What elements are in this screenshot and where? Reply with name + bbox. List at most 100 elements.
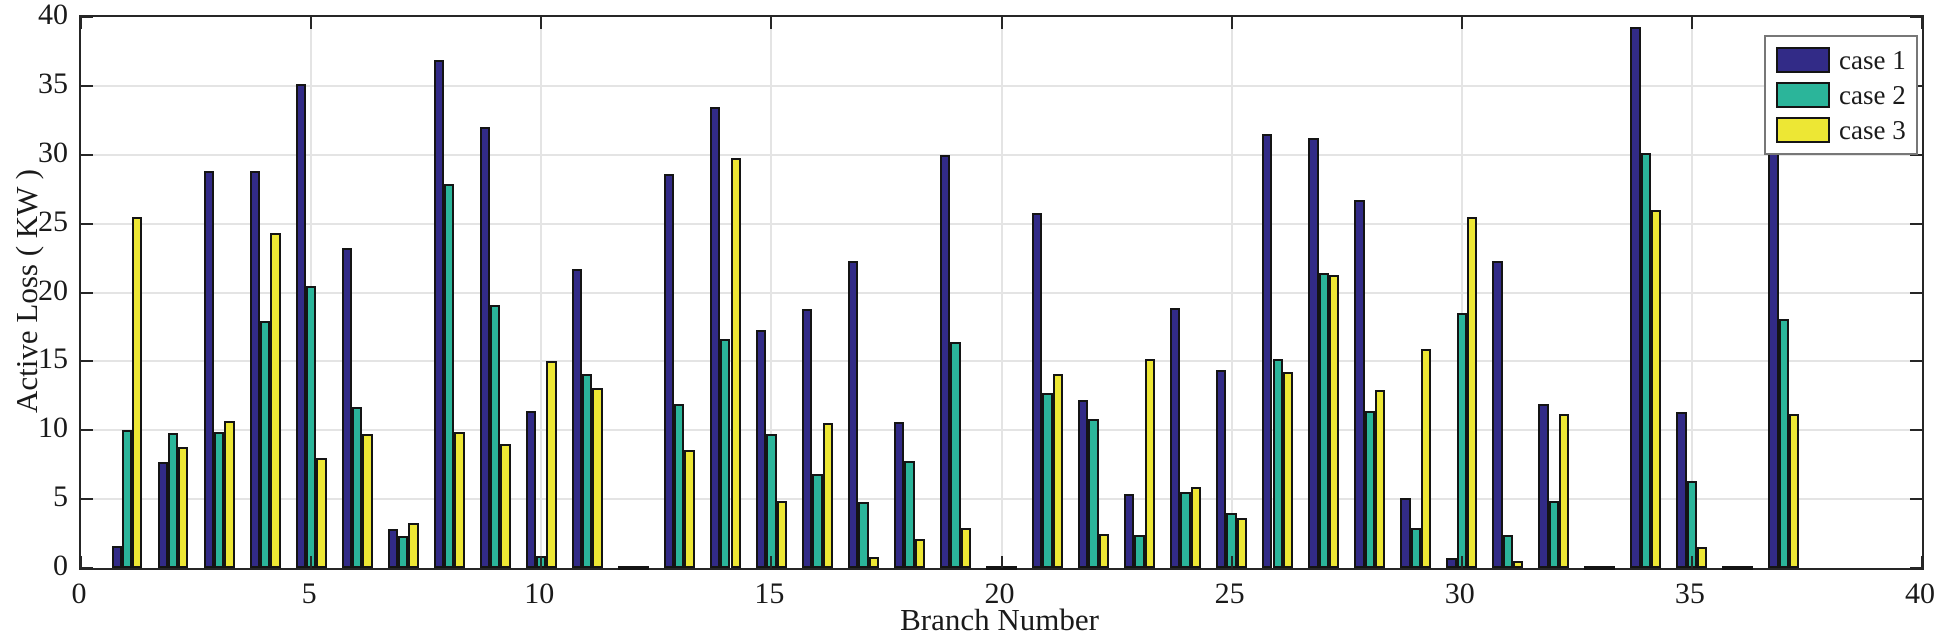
bar-branch25-case3 [1236, 518, 1248, 568]
x-tick [1230, 556, 1233, 568]
bar-branch32-case1 [1538, 404, 1549, 568]
x-tick-label: 15 [754, 577, 785, 610]
bar-branch29-case3 [1420, 348, 1432, 568]
bar-branch27-case3 [1328, 274, 1340, 568]
y-axis-title: Active Loss ( KW ) [9, 168, 44, 413]
bar-branch15-case2 [766, 434, 777, 568]
bar-branch6-case2 [352, 406, 363, 568]
y-tick [81, 16, 93, 18]
y-tick-label: 10 [38, 411, 68, 445]
bar-branch37-case2 [1778, 318, 1790, 568]
bar-branch18-case1 [894, 421, 905, 568]
bar-branch5-case1 [295, 84, 306, 568]
bar-branch2-case3 [178, 446, 189, 568]
bar-branch9-case2 [490, 304, 501, 568]
bar-branch30-case3 [1466, 216, 1478, 568]
gridline-v [1690, 17, 1693, 568]
y-tick [81, 567, 93, 569]
bar-branch7-case1 [387, 529, 399, 568]
y-tick [81, 360, 93, 363]
gridline-v [1460, 17, 1463, 568]
bar-branch8-case1 [433, 59, 445, 568]
bar-branch16-case1 [801, 309, 813, 568]
bar-branch36-case3 [1743, 566, 1754, 570]
bar-branch12-case1 [617, 566, 629, 570]
bar-branch28-case3 [1374, 390, 1386, 568]
gridline-v [770, 17, 773, 568]
y-tick-label: 30 [38, 135, 68, 169]
bar-branch29-case1 [1400, 497, 1411, 568]
bar-branch18-case3 [914, 539, 925, 568]
legend-entry-case2: case 2 [1776, 80, 1906, 110]
bar-branch2-case1 [157, 461, 168, 568]
x-tick-label: 0 [71, 577, 87, 610]
bar-branch28-case2 [1364, 410, 1375, 568]
y-tick-label: 0 [53, 549, 68, 582]
case3-swatch [1776, 117, 1830, 143]
y-tick-label: 40 [38, 0, 68, 31]
bar-branch4-case3 [270, 233, 281, 568]
y-tick-label: 15 [38, 342, 68, 376]
y-tick [81, 84, 93, 87]
x-tick [540, 556, 543, 568]
bar-branch26-case1 [1262, 134, 1273, 568]
x-tick-label: 40 [1905, 577, 1935, 610]
bar-branch35-case1 [1676, 412, 1687, 568]
x-tick [310, 17, 313, 29]
y-tick [1910, 222, 1922, 225]
bar-branch36-case1 [1722, 566, 1733, 570]
x-tick [1690, 556, 1693, 568]
bar-branch11-case3 [592, 387, 603, 568]
bar-branch17-case3 [868, 556, 879, 568]
bar-branch22-case1 [1078, 399, 1089, 568]
bar-branch11-case1 [571, 269, 583, 568]
bar-branch17-case1 [847, 260, 859, 568]
bar-branch30-case1 [1446, 558, 1457, 568]
bar-branch1-case3 [132, 216, 143, 568]
bar-branch5-case2 [305, 285, 317, 568]
bar-branch27-case1 [1308, 138, 1319, 568]
bar-branch14-case1 [709, 106, 721, 568]
x-tick [1460, 17, 1463, 29]
x-tick [1690, 17, 1693, 29]
y-tick [1910, 567, 1922, 569]
y-tick [1910, 498, 1922, 501]
x-tick-label: 25 [1214, 577, 1245, 610]
y-tick [1910, 291, 1922, 294]
bar-branch12-case3 [638, 566, 649, 570]
bar-branch37-case3 [1789, 413, 1800, 568]
bar-branch31-case2 [1502, 534, 1513, 568]
bar-branch24-case3 [1190, 486, 1202, 568]
x-tick [540, 17, 543, 29]
y-tick [1910, 16, 1922, 18]
legend-label-case2: case 2 [1839, 80, 1906, 110]
bar-branch26-case3 [1282, 372, 1294, 568]
bar-branch1-case2 [121, 430, 133, 568]
bar-branch21-case3 [1052, 373, 1063, 568]
bar-branch35-case2 [1686, 481, 1698, 568]
bar-branch30-case2 [1456, 313, 1467, 568]
bar-branch34-case3 [1651, 209, 1662, 568]
bar-branch32-case3 [1558, 413, 1570, 568]
y-tick [1910, 360, 1922, 363]
bar-branch33-case3 [1604, 566, 1616, 570]
x-tick [310, 556, 313, 568]
bar-branch19-case2 [950, 342, 961, 568]
bar-branch10-case3 [546, 361, 557, 568]
x-tick-label: 35 [1674, 577, 1705, 610]
x-tick [1460, 556, 1463, 568]
bar-branch23-case3 [1144, 358, 1156, 568]
y-tick [81, 291, 93, 294]
bar-branch26-case2 [1272, 358, 1283, 568]
y-tick [81, 429, 93, 432]
bar-branch20-case3 [1006, 566, 1017, 570]
y-tick-label: 5 [53, 480, 68, 514]
y-tick [81, 222, 93, 225]
plot-area: case 1 case 2 case 3 [79, 15, 1924, 570]
gridline-v [540, 17, 543, 568]
bar-branch31-case3 [1512, 561, 1524, 568]
bar-branch13-case2 [674, 404, 685, 568]
x-tick [770, 556, 773, 568]
bar-branch15-case3 [776, 500, 787, 568]
